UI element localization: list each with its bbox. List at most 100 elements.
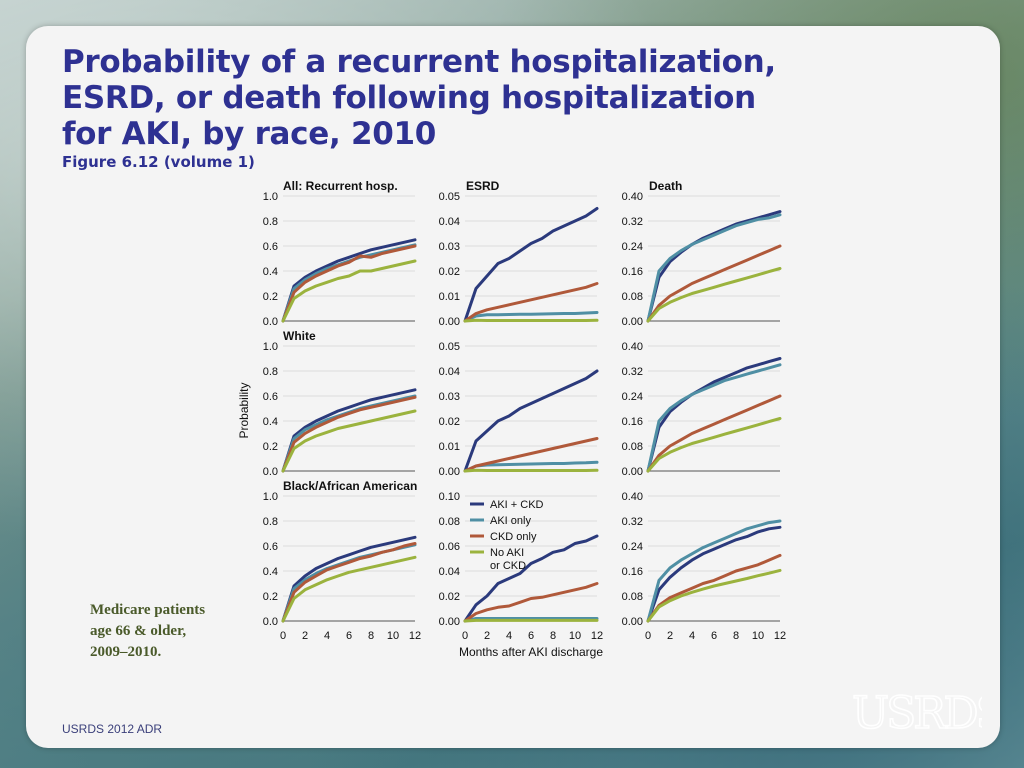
legend-label: CKD only (490, 531, 537, 543)
y-tick-label: 0.16 (622, 566, 643, 578)
y-tick-label: 0.00 (439, 616, 460, 628)
y-tick-label: 0.08 (439, 516, 460, 528)
y-tick-label: 0.05 (439, 341, 460, 353)
series-line (463, 534, 599, 623)
y-tick-label: 0.4 (263, 566, 278, 578)
y-tick-label: 0.03 (439, 391, 460, 403)
y-tick-label: 0.03 (439, 241, 460, 253)
series-line (281, 535, 417, 623)
outcome-title: Death (649, 179, 682, 193)
y-tick-label: 0.4 (263, 416, 278, 428)
y-tick-label: 0.8 (263, 366, 278, 378)
y-tick-label: 0.04 (439, 566, 460, 578)
figure-subtitle: Figure 6.12 (volume 1) (62, 153, 255, 171)
y-tick-label: 0.0 (263, 316, 278, 328)
series-line (463, 618, 599, 623)
x-tick-label: 12 (774, 630, 786, 642)
series-line (463, 282, 599, 323)
y-tick-label: 0.10 (439, 491, 460, 503)
footer-source: USRDS 2012 ADR (62, 722, 163, 736)
y-tick-label: 0.6 (263, 541, 278, 553)
y-tick-label: 0.01 (439, 291, 460, 303)
y-tick-label: 0.02 (439, 266, 460, 278)
y-axis-label: Probability (237, 382, 251, 438)
y-tick-label: 0.24 (622, 241, 643, 253)
y-tick-label: 0.40 (622, 491, 643, 503)
series-line (646, 244, 782, 323)
x-tick-label: 2 (302, 630, 308, 642)
y-tick-label: 0.32 (622, 216, 643, 228)
x-tick-label: 8 (733, 630, 739, 642)
legend-label: No AKI (490, 547, 524, 559)
note-line-1: Medicare patients (90, 602, 206, 618)
series-line (463, 437, 599, 473)
y-tick-label: 0.00 (622, 316, 643, 328)
legend-label: AKI only (490, 515, 531, 527)
x-tick-label: 4 (506, 630, 512, 642)
y-tick-label: 0.06 (439, 541, 460, 553)
logo-text: USRDS (852, 688, 982, 739)
y-tick-label: 0.00 (439, 466, 460, 478)
usrds-logo: USRDS (851, 687, 982, 740)
x-tick-label: 6 (346, 630, 352, 642)
y-tick-label: 0.8 (263, 216, 278, 228)
series-line (281, 238, 417, 323)
x-tick-label: 12 (409, 630, 421, 642)
y-tick-label: 0.00 (439, 316, 460, 328)
series-line (281, 555, 417, 623)
y-tick-label: 0.4 (263, 266, 278, 278)
y-tick-label: 0.0 (263, 616, 278, 628)
x-tick-label: 6 (528, 630, 534, 642)
x-tick-label: 0 (645, 630, 651, 642)
slide-title: Probability of a recurrent hospitalizati… (62, 44, 776, 152)
row-title: All: Recurrent hosp. (283, 179, 398, 193)
series-line (463, 468, 599, 473)
series-line (646, 519, 782, 623)
y-tick-label: 1.0 (263, 491, 278, 503)
note-line-2: age 66 & older, (90, 623, 187, 639)
y-tick-label: 0.24 (622, 541, 643, 553)
series-line (281, 409, 417, 473)
y-tick-label: 0.2 (263, 591, 278, 603)
outcome-title: ESRD (466, 179, 500, 193)
series-line (646, 267, 782, 323)
y-tick-label: 0.16 (622, 416, 643, 428)
x-tick-label: 10 (387, 630, 399, 642)
x-tick-label: 0 (280, 630, 286, 642)
y-tick-label: 0.0 (263, 466, 278, 478)
series-line (463, 318, 599, 323)
y-tick-label: 0.08 (622, 591, 643, 603)
series-line (463, 582, 599, 623)
y-tick-label: 1.0 (263, 191, 278, 203)
y-tick-label: 0.00 (622, 466, 643, 478)
series-line (281, 395, 417, 473)
y-tick-label: 0.04 (439, 366, 460, 378)
row-title: White (283, 329, 316, 343)
series-line (463, 617, 599, 623)
y-tick-label: 0.8 (263, 516, 278, 528)
y-tick-label: 0.08 (622, 291, 643, 303)
x-tick-label: 4 (324, 630, 330, 642)
series-line (646, 357, 782, 473)
series-line (463, 207, 599, 323)
y-tick-label: 0.40 (622, 341, 643, 353)
series-line (646, 525, 782, 623)
x-tick-label: 2 (667, 630, 673, 642)
y-tick-label: 0.16 (622, 266, 643, 278)
legend-label: AKI + CKD (490, 499, 544, 511)
series-line (646, 568, 782, 623)
y-tick-label: 0.2 (263, 441, 278, 453)
x-tick-label: 6 (711, 630, 717, 642)
legend-label: or CKD (490, 560, 526, 572)
title-line-3: for AKI, by race, 2010 (62, 116, 437, 152)
x-tick-label: 8 (550, 630, 556, 642)
y-tick-label: 0.02 (439, 591, 460, 603)
y-tick-label: 0.32 (622, 366, 643, 378)
series-line (463, 369, 599, 473)
x-tick-label: 2 (484, 630, 490, 642)
series-line (646, 417, 782, 473)
y-tick-label: 0.6 (263, 241, 278, 253)
series-line (281, 388, 417, 473)
population-note: Medicare patients age 66 & older, 2009–2… (90, 600, 250, 663)
